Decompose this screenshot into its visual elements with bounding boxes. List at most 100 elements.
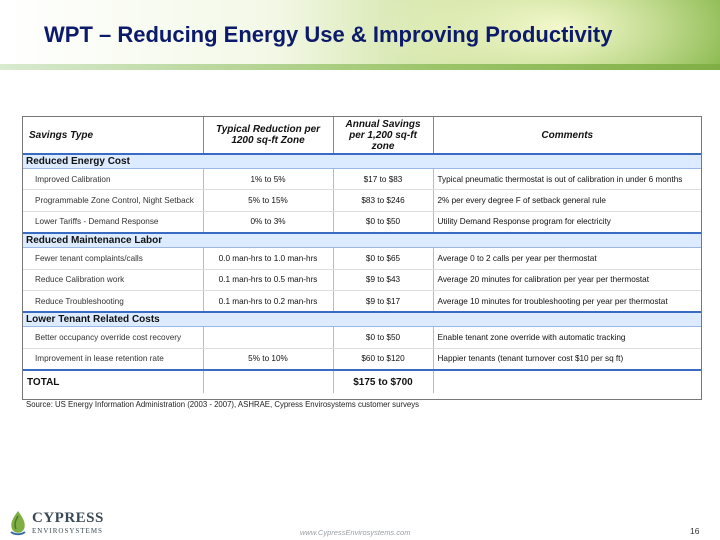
to-word: to [264, 296, 272, 306]
savings-to: $120 [386, 354, 405, 364]
row-annual-savings: $0 to $50 [333, 211, 434, 234]
savings-table: Savings Type Typical Reduction per 1200 … [22, 116, 702, 400]
to-word: to [262, 354, 270, 364]
slide-header-band [0, 0, 720, 68]
row-savings-type: Improved Calibration [23, 168, 204, 191]
row-savings-type: Improvement in lease retention rate [23, 348, 204, 371]
row-savings-type: Fewer tenant complaints/calls [23, 247, 204, 270]
table-row: Lower Tariffs - Demand Response 0% to 3%… [23, 211, 701, 234]
to-word: to [377, 275, 385, 285]
row-reduction [203, 326, 334, 349]
header-savings-type: Savings Type [23, 117, 204, 155]
savings-from: $0 [365, 217, 376, 227]
header-annual-line1: Annual Savings [345, 118, 421, 130]
row-savings-type: Lower Tariffs - Demand Response [23, 211, 204, 234]
table-row: Reduce Calibration work 0.1 man-hrs to 0… [23, 269, 701, 291]
row-comment: Average 0 to 2 calls per year per thermo… [433, 247, 701, 270]
savings-to: $65 [386, 253, 401, 263]
savings-from: $9 [365, 296, 376, 306]
to-word: to [264, 253, 272, 263]
row-annual-savings: $17 to $83 [333, 168, 434, 191]
page-number: 16 [690, 526, 700, 536]
to-word: to [377, 196, 385, 206]
to-word: to [377, 333, 385, 343]
row-reduction: 5% to 15% [203, 189, 334, 212]
reduction-to: 15% [271, 196, 288, 206]
row-comment: Happier tenants (tenant turnover cost $1… [433, 348, 701, 371]
row-annual-savings: $9 to $17 [333, 290, 434, 313]
table-row: Better occupancy override cost recovery … [23, 326, 701, 349]
reduction-from: 0.0 man-hrs [218, 253, 263, 263]
table-row: Improvement in lease retention rate 5% t… [23, 348, 701, 371]
row-comment: Average 10 minutes for troubleshooting p… [433, 290, 701, 313]
savings-from: $0 [365, 333, 376, 343]
total-comment-empty [433, 369, 701, 394]
section-label: Lower Tenant Related Costs [23, 311, 701, 328]
logo-wordmark: CYPRESS [32, 510, 104, 526]
header-accent-bar [0, 64, 720, 70]
row-annual-savings: $83 to $246 [333, 189, 434, 212]
header-typical-reduction: Typical Reduction per 1200 sq-ft Zone [203, 117, 334, 155]
row-annual-savings: $9 to $43 [333, 269, 434, 291]
row-annual-savings: $60 to $120 [333, 348, 434, 371]
savings-from: $9 [365, 275, 376, 285]
to-word: to [377, 253, 385, 263]
source-note: Source: US Energy Information Administra… [26, 400, 420, 409]
total-row: TOTAL $175 to $700 [23, 369, 701, 394]
to-word: to [264, 217, 272, 227]
section-label: Reduced Energy Cost [23, 153, 701, 169]
savings-from: $17 [363, 174, 378, 184]
row-reduction: 0% to 3% [203, 211, 334, 234]
header-annual-line2: per 1,200 sq-ft zone [349, 129, 417, 152]
reduction-from: 5% [248, 196, 261, 206]
savings-from: $83 [361, 196, 376, 206]
row-comment: Utility Demand Response program for elec… [433, 211, 701, 234]
reduction-to: 1.0 man-hrs [273, 253, 318, 263]
total-label: TOTAL [23, 369, 204, 394]
total-empty [203, 369, 334, 394]
savings-to: $43 [386, 275, 401, 285]
to-word: to [264, 174, 272, 184]
total-from: $175 [353, 376, 376, 388]
table-row: Programmable Zone Control, Night Setback… [23, 189, 701, 212]
total-to: $700 [390, 376, 413, 388]
savings-to: $17 [386, 296, 401, 306]
reduction-from: 1% [250, 174, 263, 184]
table-header-row: Savings Type Typical Reduction per 1200 … [23, 117, 701, 155]
table-row: Fewer tenant complaints/calls 0.0 man-hr… [23, 247, 701, 270]
section-row: Reduced Energy Cost [23, 153, 701, 169]
row-savings-type: Reduce Calibration work [23, 269, 204, 291]
header-reduction-line2: 1200 sq-ft Zone [231, 135, 305, 146]
to-word: to [377, 296, 385, 306]
reduction-from: 0.1 man-hrs [218, 275, 263, 285]
reduction-from: 5% [248, 354, 261, 364]
savings-to: $246 [386, 196, 405, 206]
section-row: Reduced Maintenance Labor [23, 232, 701, 249]
to-word: to [262, 196, 270, 206]
reduction-to: 0.5 man-hrs [273, 275, 318, 285]
row-reduction: 0.1 man-hrs to 0.2 man-hrs [203, 290, 334, 313]
reduction-to: 0.2 man-hrs [273, 296, 318, 306]
savings-from: $0 [365, 253, 376, 263]
section-row: Lower Tenant Related Costs [23, 311, 701, 328]
row-savings-type: Better occupancy override cost recovery [23, 326, 204, 349]
section-label: Reduced Maintenance Labor [23, 232, 701, 249]
to-word: to [378, 376, 388, 388]
row-comment: Typical pneumatic thermostat is out of c… [433, 168, 701, 191]
to-word: to [377, 354, 385, 364]
to-word: to [264, 275, 272, 285]
to-word: to [377, 217, 385, 227]
savings-to: $83 [388, 174, 403, 184]
footer-url[interactable]: www.CypressEnvirosystems.com [300, 528, 411, 537]
row-reduction: 5% to 10% [203, 348, 334, 371]
reduction-to: 3% [273, 217, 286, 227]
to-word: to [379, 174, 387, 184]
row-comment: Enable tenant zone override with automat… [433, 326, 701, 349]
row-savings-type: Reduce Troubleshooting [23, 290, 204, 313]
table-row: Improved Calibration 1% to 5% $17 to $83… [23, 168, 701, 191]
row-comment: Average 20 minutes for calibration per y… [433, 269, 701, 291]
row-reduction: 0.1 man-hrs to 0.5 man-hrs [203, 269, 334, 291]
row-comment: 2% per every degree F of setback general… [433, 189, 701, 212]
row-reduction: 0.0 man-hrs to 1.0 man-hrs [203, 247, 334, 270]
header-annual-savings: Annual Savings per 1,200 sq-ft zone [333, 117, 434, 155]
